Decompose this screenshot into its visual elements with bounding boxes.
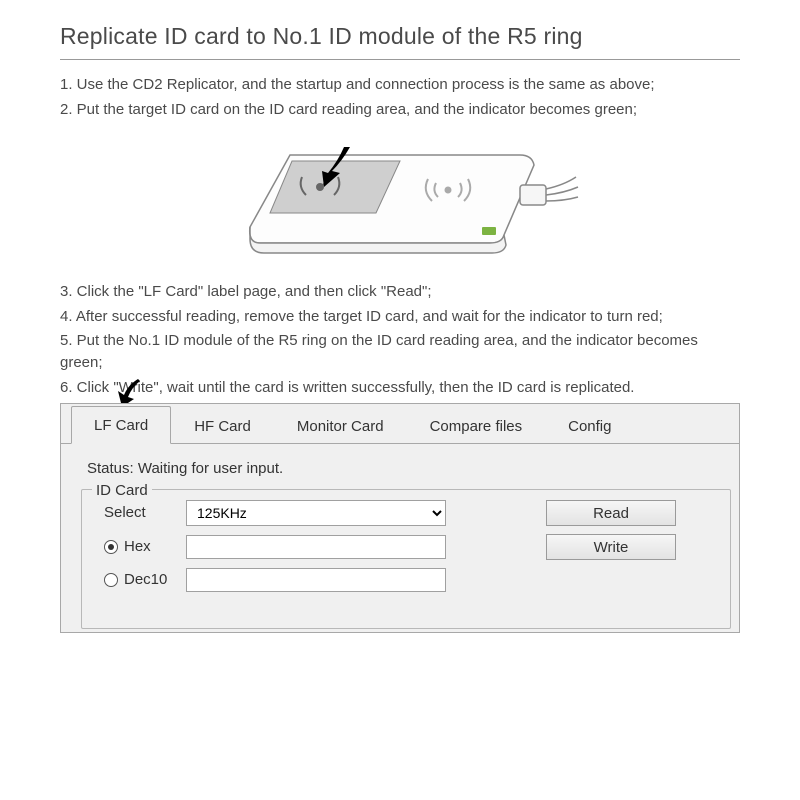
id-card-fieldset: ID Card Select 125KHz Read — [81, 489, 731, 629]
dec10-input[interactable] — [186, 568, 446, 592]
tab-hf-card[interactable]: HF Card — [171, 407, 274, 444]
tab-monitor-card[interactable]: Monitor Card — [274, 407, 407, 444]
hex-radio[interactable]: Hex — [104, 536, 186, 558]
status-text: Status: Waiting for user input. — [87, 458, 723, 480]
select-label: Select — [96, 502, 186, 524]
frequency-select[interactable]: 125KHz — [186, 500, 446, 526]
hex-label: Hex — [124, 536, 151, 558]
step-4: 4. After successful reading, remove the … — [60, 306, 740, 328]
hex-input[interactable] — [186, 535, 446, 559]
device-illustration — [60, 127, 740, 277]
dec10-label: Dec10 — [124, 569, 167, 591]
step-1: 1. Use the CD2 Replicator, and the start… — [60, 74, 740, 96]
tab-config[interactable]: Config — [545, 407, 634, 444]
step-6: 6. Click "Write", wait until the card is… — [60, 377, 740, 399]
write-button[interactable]: Write — [546, 534, 676, 560]
step-5: 5. Put the No.1 ID module of the R5 ring… — [60, 330, 740, 374]
dec10-radio[interactable]: Dec10 — [104, 569, 186, 591]
indicator-led — [482, 227, 496, 235]
software-window: LF Card HF Card Monitor Card Compare fil… — [60, 403, 740, 633]
step-3: 3. Click the "LF Card" label page, and t… — [60, 281, 740, 303]
step-2: 2. Put the target ID card on the ID card… — [60, 99, 740, 121]
tab-lf-card[interactable]: LF Card — [71, 406, 171, 444]
tab-bar: LF Card HF Card Monitor Card Compare fil… — [61, 404, 739, 444]
tab-compare-files[interactable]: Compare files — [407, 407, 546, 444]
page-title: Replicate ID card to No.1 ID module of t… — [60, 20, 740, 60]
fieldset-legend: ID Card — [92, 480, 152, 502]
read-button[interactable]: Read — [546, 500, 676, 526]
